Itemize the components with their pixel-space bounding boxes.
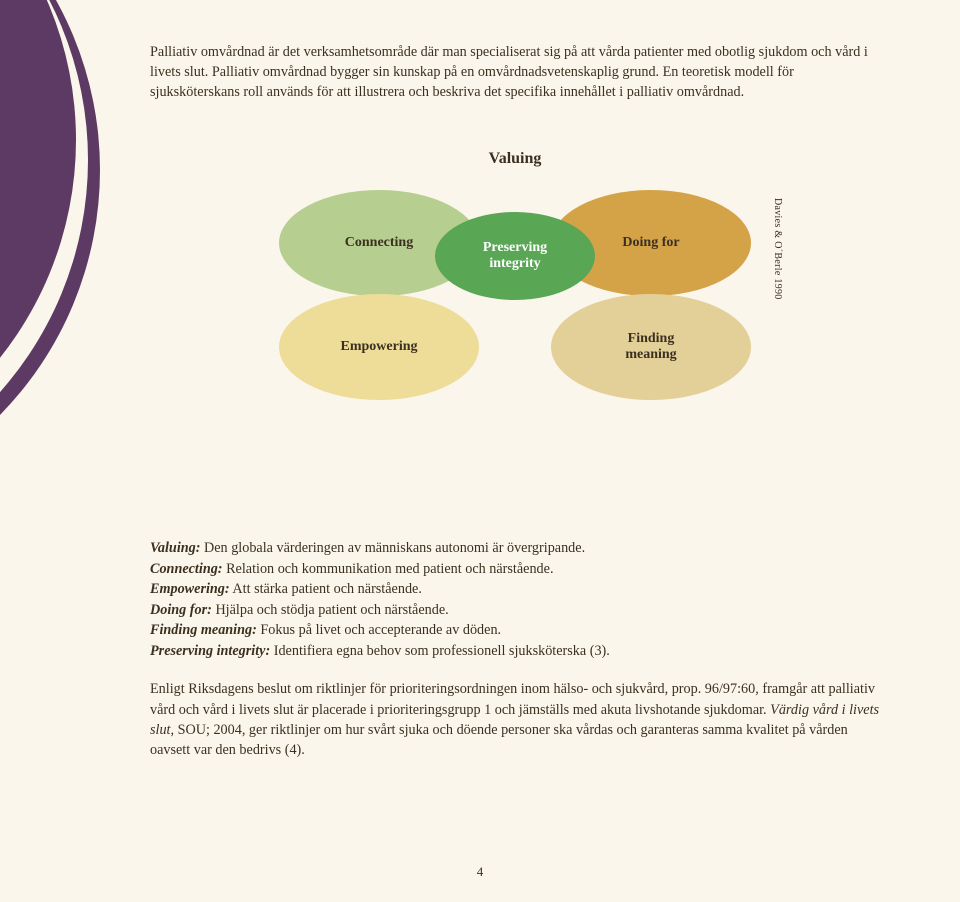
definition-line: Finding meaning: Fokus på livet och acce…	[150, 620, 880, 640]
ellipse-preserving-label: Preserving integrity	[483, 240, 547, 274]
ellipse-empowering: Empowering	[279, 294, 479, 400]
definition-text: Att stärka patient och närstående.	[230, 581, 422, 597]
content-column: Palliativ omvårdnad är det verksamhetsom…	[150, 42, 880, 761]
diagram-citation: Davies & O´Berle 1990	[772, 198, 783, 300]
ellipse-empowering-label: Empowering	[341, 339, 418, 356]
diagram-title: Valuing	[255, 150, 775, 168]
definition-term: Preserving integrity:	[150, 643, 270, 659]
closing-part1: Enligt Riksdagens beslut om riktlinjer f…	[150, 681, 875, 717]
intro-paragraph: Palliativ omvårdnad är det verksamhetsom…	[150, 42, 870, 102]
definition-term: Valuing:	[150, 540, 200, 556]
definition-text: Hjälpa och stödja patient och närstående…	[212, 602, 449, 618]
definition-line: Connecting: Relation och kommunikation m…	[150, 559, 880, 579]
definition-term: Doing for:	[150, 602, 212, 618]
closing-paragraph: Enligt Riksdagens beslut om riktlinjer f…	[150, 679, 880, 761]
ellipse-connecting-label: Connecting	[345, 235, 413, 252]
definitions-block: Valuing: Den globala värderingen av männ…	[150, 538, 880, 661]
ellipse-finding-label: Finding meaning	[625, 331, 676, 365]
closing-part2: SOU; 2004, ger riktlinjer om hur svårt s…	[150, 722, 848, 758]
definition-term: Empowering:	[150, 581, 230, 597]
definition-text: Fokus på livet och accepterande av döden…	[257, 622, 501, 638]
definition-line: Empowering: Att stärka patient och närst…	[150, 579, 880, 599]
definition-term: Connecting:	[150, 561, 223, 577]
page-container: Palliativ omvårdnad är det verksamhetsom…	[0, 0, 960, 902]
definition-term: Finding meaning:	[150, 622, 257, 638]
definition-text: Den globala värderingen av människans au…	[200, 540, 585, 556]
page-number: 4	[0, 864, 960, 880]
definition-text: Relation och kommunikation med patient o…	[223, 561, 554, 577]
definition-text: Identifiera egna behov som professionell…	[270, 643, 610, 659]
definition-line: Doing for: Hjälpa och stödja patient och…	[150, 600, 880, 620]
definition-line: Valuing: Den globala värderingen av männ…	[150, 538, 880, 558]
definition-line: Preserving integrity: Identifiera egna b…	[150, 641, 880, 661]
diagram-area: Valuing Connecting Doing for Empowering …	[150, 150, 880, 450]
diagram-ellipses-group: Connecting Doing for Empowering Finding …	[255, 190, 775, 400]
ellipse-preserving-integrity: Preserving integrity	[435, 212, 595, 300]
ellipse-doing-label: Doing for	[622, 235, 679, 252]
ellipse-finding-meaning: Finding meaning	[551, 294, 751, 400]
